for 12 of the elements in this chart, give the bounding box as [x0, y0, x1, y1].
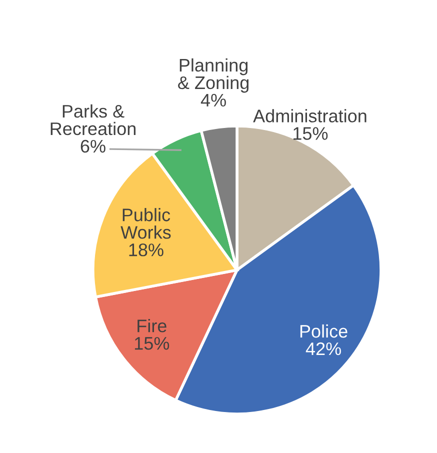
data-label: 18%	[129, 244, 164, 256]
data-label: 15%	[294, 127, 328, 140]
slice-label: Police	[300, 324, 348, 338]
slice-label: Parks & Recreation	[50, 104, 136, 136]
data-label: 6%	[80, 140, 106, 153]
data-label: 15%	[134, 337, 170, 350]
slice-label: Fire	[138, 319, 166, 332]
slice-label: Planning & Zoning	[178, 58, 249, 93]
data-label: 4%	[200, 94, 226, 107]
data-label: 42%	[306, 342, 341, 356]
slice-label: Public Works	[120, 208, 171, 239]
slice-label: Administration	[253, 109, 366, 122]
